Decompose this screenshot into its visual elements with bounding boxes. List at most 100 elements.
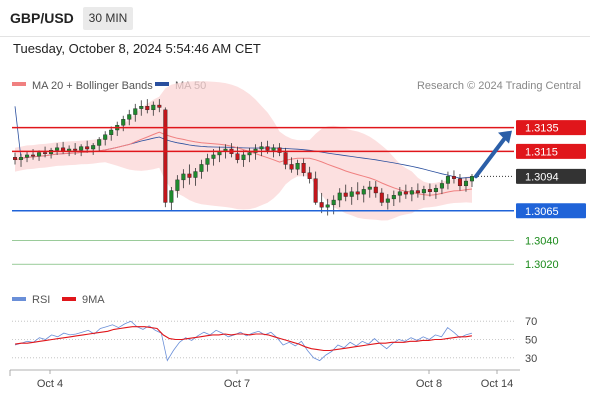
candle — [151, 101, 156, 116]
candle — [385, 194, 390, 210]
candle-body — [265, 146, 270, 151]
candle-body — [427, 189, 432, 192]
candle-body — [19, 157, 24, 160]
candle — [13, 152, 18, 165]
candle — [367, 181, 372, 198]
candle-body — [457, 178, 462, 187]
candle-body — [145, 106, 150, 111]
candle-body — [175, 179, 180, 191]
candle-body — [91, 145, 96, 150]
rsi-legend-swatch — [12, 297, 26, 301]
candle — [301, 158, 306, 177]
candle — [325, 198, 330, 216]
candle-body — [31, 154, 36, 157]
candle — [337, 188, 342, 208]
candle-body — [151, 104, 156, 111]
rsi-legend-swatch — [62, 297, 76, 301]
candle-body — [85, 146, 90, 150]
candle — [355, 182, 360, 201]
x-tick-label: Oct 8 — [416, 378, 442, 390]
candle-body — [397, 191, 402, 196]
rsi-legend-label: 9MA — [82, 294, 105, 306]
candle — [277, 143, 282, 157]
rsi-tick-label: 30 — [525, 353, 537, 365]
candle-body — [97, 139, 102, 146]
candle — [19, 153, 24, 167]
candle — [361, 185, 366, 203]
forecast-arrow-shaft — [473, 134, 508, 179]
candle-body — [307, 172, 312, 179]
candle-body — [451, 176, 456, 179]
x-tick-label: Oct 4 — [37, 378, 63, 390]
candle-body — [277, 147, 282, 153]
candle-body — [211, 154, 216, 159]
candle-body — [139, 106, 144, 109]
candle-body — [157, 104, 162, 108]
candle — [187, 164, 192, 185]
candle-body — [445, 176, 450, 184]
candle — [91, 143, 96, 155]
candle-body — [355, 191, 360, 195]
chart-header: GBP/USD 30 MIN — [0, 0, 590, 37]
candle — [133, 103, 138, 122]
level-label: 1.3135 — [525, 123, 559, 135]
rsi-tick-label: 70 — [525, 316, 537, 328]
candle-body — [169, 190, 174, 203]
x-tick-label: Oct 7 — [224, 378, 250, 390]
candle — [445, 171, 450, 190]
level-label-box — [516, 203, 586, 219]
level-label-box — [516, 120, 586, 136]
level-label: 1.3115 — [525, 146, 558, 158]
candle — [145, 99, 150, 114]
legend-swatch — [155, 82, 169, 86]
candle — [457, 173, 462, 191]
candle-body — [241, 154, 246, 160]
candle — [433, 184, 438, 199]
candle — [409, 187, 414, 202]
candle — [73, 143, 78, 155]
candle — [463, 177, 468, 192]
candle — [427, 183, 432, 197]
legend-label: MA 20 + Bollinger Bands — [32, 80, 153, 92]
level-label: 1.3065 — [525, 206, 559, 218]
candle-body — [337, 192, 342, 201]
candle — [181, 169, 186, 189]
candle-body — [349, 191, 354, 197]
candle — [391, 190, 396, 206]
candle — [103, 131, 108, 146]
candle-body — [313, 178, 318, 203]
timeframe-button[interactable]: 30 MIN — [83, 7, 133, 30]
candle-body — [103, 134, 108, 140]
candle-body — [421, 189, 426, 194]
candle-body — [271, 147, 276, 151]
candle — [319, 192, 324, 214]
candle — [289, 157, 294, 173]
candle-body — [391, 195, 396, 200]
candle — [169, 187, 174, 211]
candle-body — [127, 114, 132, 120]
candle — [199, 159, 204, 179]
candle-body — [403, 191, 408, 195]
candle-body — [325, 204, 330, 208]
chart-credit: Research © 2024 Trading Central — [417, 80, 581, 92]
candle-body — [409, 190, 414, 195]
candle — [205, 153, 210, 172]
candle-body — [205, 158, 210, 165]
candle-body — [295, 163, 300, 170]
level-label-box — [516, 168, 586, 184]
rsi-line — [14, 320, 473, 362]
rsi-tick-label: 50 — [525, 335, 537, 347]
candle-body — [331, 199, 336, 206]
candle-body — [415, 190, 420, 194]
candle-body — [121, 119, 126, 126]
candle — [79, 144, 84, 157]
candle — [469, 173, 474, 187]
candle-body — [247, 152, 252, 156]
candle-body — [373, 186, 378, 194]
candle — [397, 187, 402, 203]
candle-body — [187, 173, 192, 178]
candle-body — [361, 189, 366, 195]
candle — [241, 150, 246, 167]
x-tick-label: Oct 14 — [481, 378, 513, 390]
candle — [175, 175, 180, 198]
